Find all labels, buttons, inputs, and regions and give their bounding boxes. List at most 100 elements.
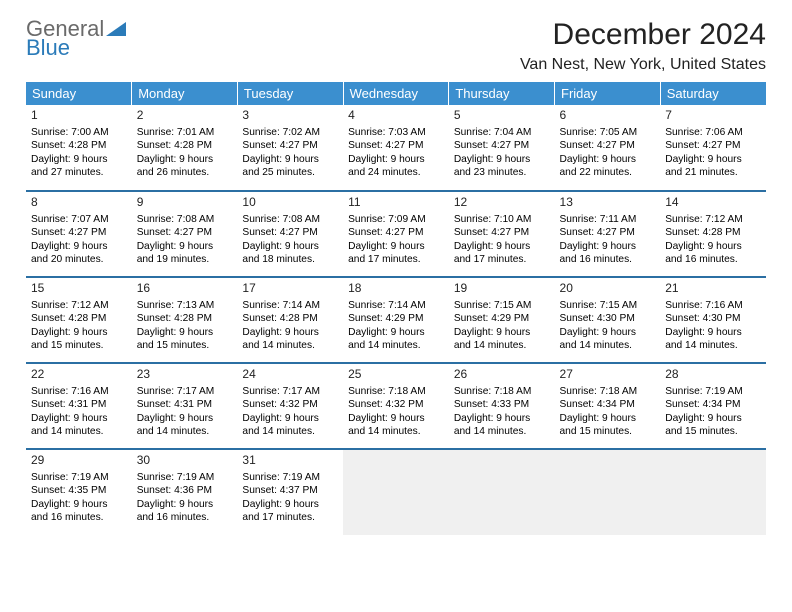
day-info-line: Daylight: 9 hours <box>242 326 338 339</box>
day-info-line: and 14 minutes. <box>348 425 444 438</box>
day-header: Saturday <box>660 82 766 105</box>
day-number: 30 <box>137 453 233 469</box>
calendar-cell: 28Sunrise: 7:19 AMSunset: 4:34 PMDayligh… <box>660 363 766 449</box>
day-info-line: and 14 minutes. <box>560 339 656 352</box>
day-number: 8 <box>31 195 127 211</box>
day-info-line: Sunset: 4:35 PM <box>31 484 127 497</box>
calendar-cell: 4Sunrise: 7:03 AMSunset: 4:27 PMDaylight… <box>343 105 449 191</box>
day-info-line: Sunset: 4:27 PM <box>242 139 338 152</box>
day-info-line: and 16 minutes. <box>665 253 761 266</box>
day-info-line: Sunrise: 7:19 AM <box>137 471 233 484</box>
day-info-line: Sunset: 4:27 PM <box>348 139 444 152</box>
day-header: Sunday <box>26 82 132 105</box>
day-info-line: Sunset: 4:27 PM <box>665 139 761 152</box>
day-info-line: Sunset: 4:28 PM <box>242 312 338 325</box>
calendar-week-row: 22Sunrise: 7:16 AMSunset: 4:31 PMDayligh… <box>26 363 766 449</box>
day-info-line: Sunrise: 7:14 AM <box>348 299 444 312</box>
day-info-line: and 20 minutes. <box>31 253 127 266</box>
day-info-line: Daylight: 9 hours <box>137 153 233 166</box>
location-text: Van Nest, New York, United States <box>520 56 766 74</box>
day-info-line: Daylight: 9 hours <box>454 240 550 253</box>
day-info-line: Daylight: 9 hours <box>560 240 656 253</box>
day-info-line: Sunset: 4:32 PM <box>348 398 444 411</box>
day-number: 18 <box>348 281 444 297</box>
day-info-line: and 24 minutes. <box>348 166 444 179</box>
day-header: Thursday <box>449 82 555 105</box>
day-info-line: and 18 minutes. <box>242 253 338 266</box>
day-info-line: Sunset: 4:27 PM <box>348 226 444 239</box>
day-info-line: Daylight: 9 hours <box>137 240 233 253</box>
calendar-cell: 31Sunrise: 7:19 AMSunset: 4:37 PMDayligh… <box>237 449 343 535</box>
day-info-line: and 27 minutes. <box>31 166 127 179</box>
day-info-line: Sunset: 4:29 PM <box>454 312 550 325</box>
day-info-line: Daylight: 9 hours <box>31 326 127 339</box>
title-block: December 2024 Van Nest, New York, United… <box>520 18 766 74</box>
day-header: Wednesday <box>343 82 449 105</box>
day-number: 28 <box>665 367 761 383</box>
day-header: Tuesday <box>237 82 343 105</box>
day-info-line: Daylight: 9 hours <box>348 412 444 425</box>
day-info-line: and 16 minutes. <box>31 511 127 524</box>
day-number: 25 <box>348 367 444 383</box>
calendar-cell: 9Sunrise: 7:08 AMSunset: 4:27 PMDaylight… <box>132 191 238 277</box>
day-info-line: Sunrise: 7:19 AM <box>665 385 761 398</box>
day-number: 20 <box>560 281 656 297</box>
calendar-cell: 30Sunrise: 7:19 AMSunset: 4:36 PMDayligh… <box>132 449 238 535</box>
day-number: 31 <box>242 453 338 469</box>
calendar-cell: 16Sunrise: 7:13 AMSunset: 4:28 PMDayligh… <box>132 277 238 363</box>
day-info-line: Sunset: 4:27 PM <box>454 139 550 152</box>
calendar-cell: 26Sunrise: 7:18 AMSunset: 4:33 PMDayligh… <box>449 363 555 449</box>
calendar-cell <box>660 449 766 535</box>
day-info-line: Sunrise: 7:04 AM <box>454 126 550 139</box>
calendar-cell: 11Sunrise: 7:09 AMSunset: 4:27 PMDayligh… <box>343 191 449 277</box>
calendar-cell: 12Sunrise: 7:10 AMSunset: 4:27 PMDayligh… <box>449 191 555 277</box>
calendar-cell: 21Sunrise: 7:16 AMSunset: 4:30 PMDayligh… <box>660 277 766 363</box>
day-info-line: Daylight: 9 hours <box>560 153 656 166</box>
calendar-cell: 13Sunrise: 7:11 AMSunset: 4:27 PMDayligh… <box>555 191 661 277</box>
day-info-line: Sunrise: 7:09 AM <box>348 213 444 226</box>
calendar-cell: 3Sunrise: 7:02 AMSunset: 4:27 PMDaylight… <box>237 105 343 191</box>
page-title: December 2024 <box>520 18 766 52</box>
calendar-cell <box>449 449 555 535</box>
day-info-line: Sunset: 4:28 PM <box>137 312 233 325</box>
day-info-line: Sunset: 4:32 PM <box>242 398 338 411</box>
day-number: 26 <box>454 367 550 383</box>
calendar-week-row: 29Sunrise: 7:19 AMSunset: 4:35 PMDayligh… <box>26 449 766 535</box>
day-info-line: Sunrise: 7:16 AM <box>665 299 761 312</box>
day-number: 23 <box>137 367 233 383</box>
calendar-cell: 29Sunrise: 7:19 AMSunset: 4:35 PMDayligh… <box>26 449 132 535</box>
calendar-cell: 15Sunrise: 7:12 AMSunset: 4:28 PMDayligh… <box>26 277 132 363</box>
day-info-line: and 14 minutes. <box>348 339 444 352</box>
day-info-line: Sunrise: 7:08 AM <box>242 213 338 226</box>
day-info-line: Sunrise: 7:15 AM <box>454 299 550 312</box>
day-info-line: and 15 minutes. <box>31 339 127 352</box>
day-info-line: Sunrise: 7:17 AM <box>137 385 233 398</box>
calendar-cell: 8Sunrise: 7:07 AMSunset: 4:27 PMDaylight… <box>26 191 132 277</box>
logo: General Blue <box>26 18 126 59</box>
day-info-line: and 14 minutes. <box>665 339 761 352</box>
day-number: 17 <box>242 281 338 297</box>
day-info-line: Sunrise: 7:12 AM <box>665 213 761 226</box>
calendar-cell: 10Sunrise: 7:08 AMSunset: 4:27 PMDayligh… <box>237 191 343 277</box>
calendar-cell: 19Sunrise: 7:15 AMSunset: 4:29 PMDayligh… <box>449 277 555 363</box>
day-info-line: Daylight: 9 hours <box>454 326 550 339</box>
calendar-cell: 27Sunrise: 7:18 AMSunset: 4:34 PMDayligh… <box>555 363 661 449</box>
day-info-line: Sunrise: 7:14 AM <box>242 299 338 312</box>
day-info-line: Daylight: 9 hours <box>348 326 444 339</box>
day-info-line: and 15 minutes. <box>560 425 656 438</box>
day-info-line: Sunset: 4:28 PM <box>31 312 127 325</box>
day-info-line: and 16 minutes. <box>137 511 233 524</box>
day-info-line: Sunset: 4:27 PM <box>560 226 656 239</box>
day-number: 1 <box>31 108 127 124</box>
day-info-line: Sunset: 4:27 PM <box>454 226 550 239</box>
day-info-line: and 17 minutes. <box>454 253 550 266</box>
day-info-line: Daylight: 9 hours <box>560 412 656 425</box>
calendar-cell <box>555 449 661 535</box>
day-info-line: Sunrise: 7:13 AM <box>137 299 233 312</box>
day-info-line: and 15 minutes. <box>137 339 233 352</box>
day-info-line: and 16 minutes. <box>560 253 656 266</box>
calendar-table: Sunday Monday Tuesday Wednesday Thursday… <box>26 82 766 535</box>
day-info-line: Sunrise: 7:19 AM <box>242 471 338 484</box>
day-info-line: Sunset: 4:31 PM <box>31 398 127 411</box>
day-info-line: Sunrise: 7:12 AM <box>31 299 127 312</box>
